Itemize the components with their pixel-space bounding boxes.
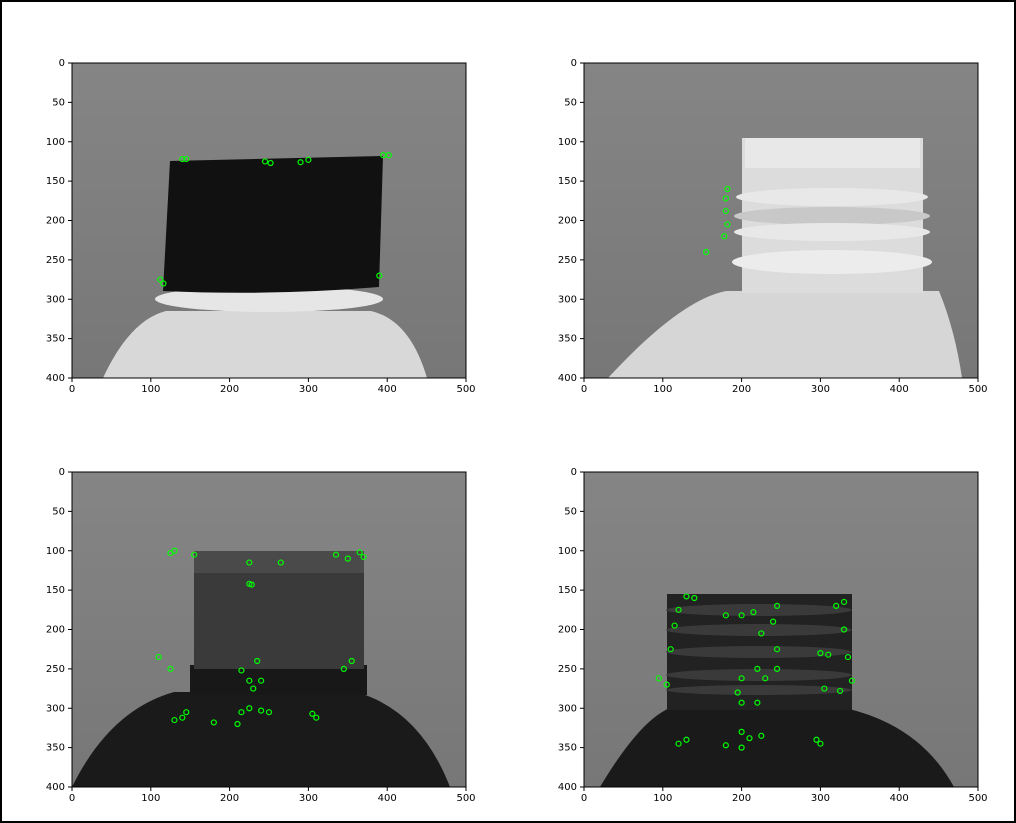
y-tick-label: 250 xyxy=(46,255,65,266)
x-tick-label: 400 xyxy=(378,384,397,395)
x-tick-label: 500 xyxy=(456,384,475,395)
x-tick-label: 400 xyxy=(890,793,909,804)
y-tick-label: 100 xyxy=(46,546,65,557)
y-tick-label: 50 xyxy=(52,506,65,517)
image xyxy=(72,472,466,787)
y-tick-label: 400 xyxy=(46,782,65,793)
y-tick-label: 100 xyxy=(558,137,577,148)
x-tick-label: 200 xyxy=(220,384,239,395)
x-tick-label: 300 xyxy=(299,793,318,804)
y-tick-label: 0 xyxy=(571,467,577,478)
image xyxy=(72,63,466,378)
y-tick-label: 300 xyxy=(558,703,577,714)
image xyxy=(584,63,978,378)
y-tick-label: 250 xyxy=(558,664,577,675)
y-tick-label: 350 xyxy=(558,334,577,345)
y-tick-label: 150 xyxy=(558,585,577,596)
x-tick-label: 500 xyxy=(968,384,987,395)
x-tick-label: 100 xyxy=(141,384,160,395)
y-tick-label: 50 xyxy=(52,97,65,108)
y-tick-label: 100 xyxy=(558,546,577,557)
x-tick-label: 0 xyxy=(581,793,587,804)
y-tick-label: 0 xyxy=(59,58,65,69)
y-tick-label: 100 xyxy=(46,137,65,148)
x-tick-label: 300 xyxy=(299,384,318,395)
y-tick-label: 200 xyxy=(558,216,577,227)
y-tick-label: 200 xyxy=(558,625,577,636)
y-tick-label: 250 xyxy=(46,664,65,675)
x-tick-label: 300 xyxy=(811,384,830,395)
y-tick-label: 400 xyxy=(558,782,577,793)
y-tick-label: 0 xyxy=(571,58,577,69)
x-tick-label: 200 xyxy=(732,384,751,395)
y-tick-label: 400 xyxy=(558,373,577,384)
y-tick-label: 250 xyxy=(558,255,577,266)
x-tick-label: 100 xyxy=(141,793,160,804)
figure: 0100200300400500050100150200250300350400… xyxy=(0,0,1016,823)
y-tick-label: 50 xyxy=(564,506,577,517)
image xyxy=(584,472,978,787)
y-tick-label: 300 xyxy=(46,703,65,714)
x-tick-label: 300 xyxy=(811,793,830,804)
y-tick-label: 50 xyxy=(564,97,577,108)
x-tick-label: 0 xyxy=(69,384,75,395)
x-tick-label: 400 xyxy=(378,793,397,804)
y-tick-label: 400 xyxy=(46,373,65,384)
y-tick-label: 200 xyxy=(46,625,65,636)
x-tick-label: 100 xyxy=(653,384,672,395)
x-tick-label: 500 xyxy=(456,793,475,804)
x-tick-label: 0 xyxy=(69,793,75,804)
y-tick-label: 150 xyxy=(46,176,65,187)
x-tick-label: 0 xyxy=(581,384,587,395)
x-tick-label: 500 xyxy=(968,793,987,804)
x-tick-label: 100 xyxy=(653,793,672,804)
y-tick-label: 150 xyxy=(46,585,65,596)
x-tick-label: 200 xyxy=(220,793,239,804)
x-tick-label: 200 xyxy=(732,793,751,804)
y-tick-label: 0 xyxy=(59,467,65,478)
y-tick-label: 150 xyxy=(558,176,577,187)
y-tick-label: 200 xyxy=(46,216,65,227)
y-tick-label: 300 xyxy=(558,294,577,305)
y-tick-label: 350 xyxy=(46,334,65,345)
y-tick-label: 300 xyxy=(46,294,65,305)
y-tick-label: 350 xyxy=(46,743,65,754)
x-tick-label: 400 xyxy=(890,384,909,395)
y-tick-label: 350 xyxy=(558,743,577,754)
